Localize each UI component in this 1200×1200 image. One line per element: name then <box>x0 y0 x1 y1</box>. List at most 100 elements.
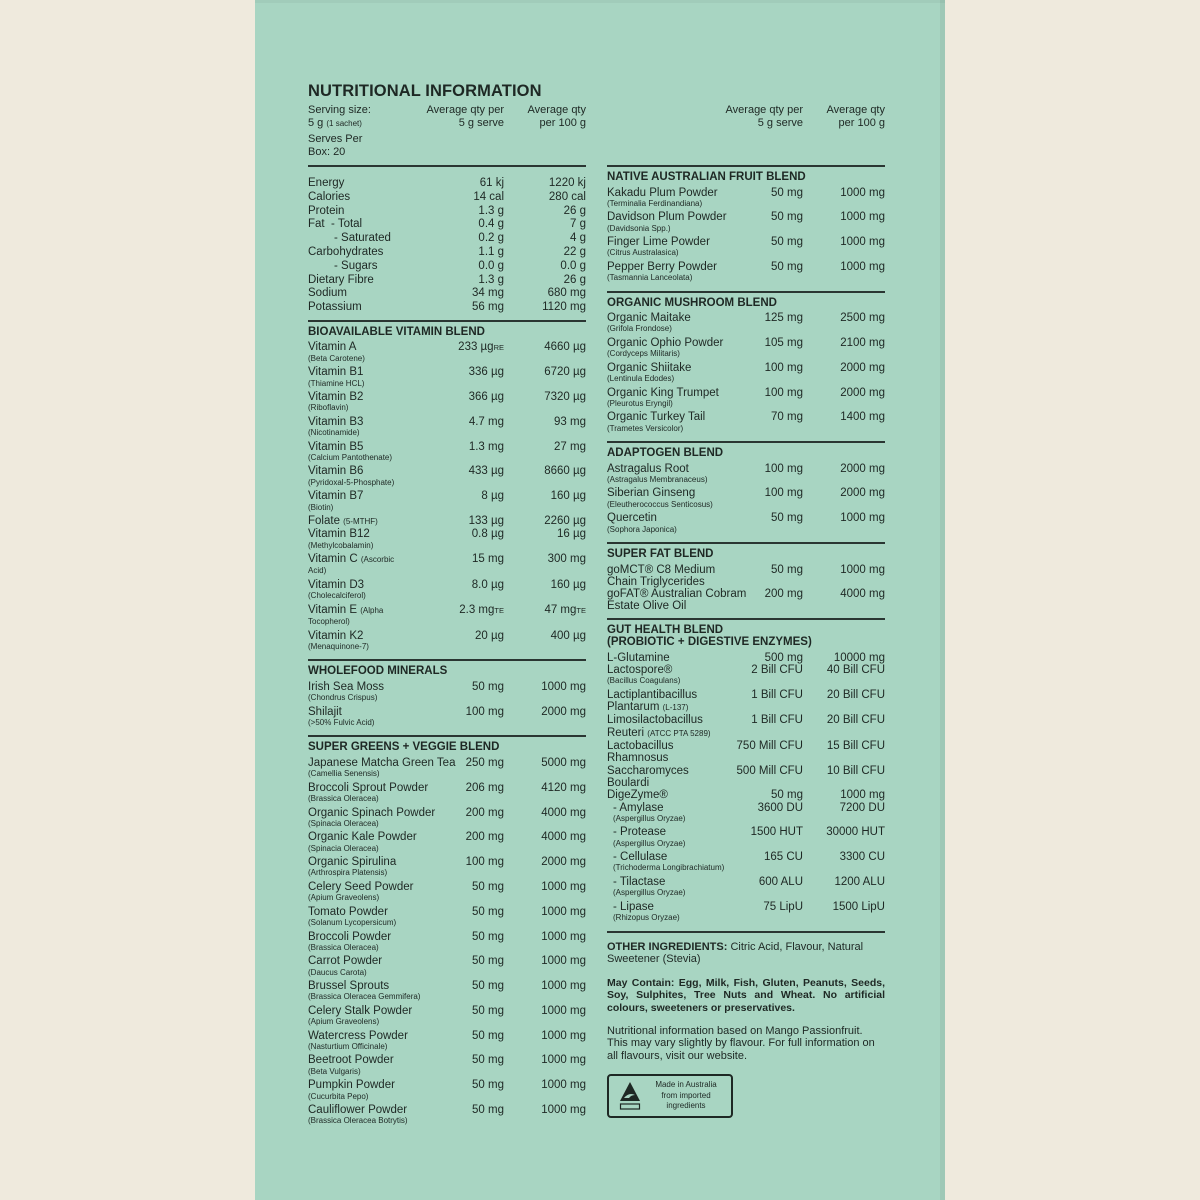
qty-q1: 433 µg <box>434 465 504 487</box>
qty-q1: 70 mg <box>733 411 803 433</box>
qty-q1: 233 µgRE <box>434 341 504 363</box>
qty-value: 160 µg <box>550 578 586 591</box>
qty-value: 50 mg <box>771 236 803 249</box>
section-organic-mushroom-blend: ORGANIC MUSHROOM BLEND Organic Maitake (Gr… <box>607 290 885 441</box>
qty-q1: 100 mg <box>434 706 504 728</box>
qty-value: 3300 CU <box>839 851 885 864</box>
qty-value: 1000 mg <box>541 980 586 993</box>
qty-value: 50 mg <box>771 186 803 199</box>
qty-q2: 2000 mg <box>803 487 885 509</box>
ingredient-name-cell: Lactospore® (Bacillus Coagulans) <box>607 664 733 686</box>
ingredient-row: Lactobacillus Rhamnosus 750 Mill CFU 15 Bi… <box>607 740 885 765</box>
ingredient-name: Vitamin B1 <box>308 366 364 379</box>
other-ingredients: OTHER INGREDIENTS: Citric Acid, Flavour,… <box>607 941 885 966</box>
ingredient-name: Protein <box>308 204 345 217</box>
ingredient-name: Organic Ophio Powder <box>607 336 724 349</box>
qty-q2: 1000 mg <box>504 1079 586 1101</box>
ingredient-name-cell: Organic Spinach Powder (Spinacia Oleracea… <box>308 807 435 829</box>
ingredient-name-cell: Organic Maitake (Grifola Frondose) <box>607 312 733 334</box>
qty-q1: 50 mg <box>434 931 504 953</box>
ingredient-name-cell: Carbohydrates <box>308 246 434 260</box>
ingredient-name-cell: Broccoli Sprout Powder (Brassica Oleracea… <box>308 782 434 804</box>
qty-value: 4000 mg <box>541 806 586 819</box>
ingredient-name: Organic Maitake <box>607 312 691 325</box>
qty-value: 26 g <box>563 273 586 286</box>
ingredient-name-cell: Vitamin A (Beta Carotene) <box>308 341 434 363</box>
ingredient-source: (L-137) <box>662 703 689 713</box>
qty-q1: 50 mg <box>434 681 504 703</box>
qty-q2: 8660 µg <box>504 465 586 487</box>
ingredient-row: DigeZyme® 50 mg 1000 mg <box>607 789 885 801</box>
ingredient-row: Folate (5-MTHF) 133 µg 2260 µg <box>308 515 586 528</box>
qty-value: 61 kj <box>479 177 504 189</box>
ingredient-row: Broccoli Sprout Powder (Brassica Oleracea… <box>308 782 586 804</box>
qty-q1: 1.3 mg <box>434 441 504 463</box>
ingredient-row: - Lipase (Rhizopus Oryzae) 75 LipU 1500 Lip… <box>607 901 885 923</box>
qty-value: 336 µg <box>468 366 504 379</box>
ingredient-source: (Spinacia Oleracea) <box>308 843 379 853</box>
other-ingredients-label: OTHER INGREDIENTS: <box>607 940 728 953</box>
qty-q2: 1000 mg <box>803 261 885 283</box>
ingredient-row: Shilajit (>50% Fulvic Acid) 100 mg 2000 mg <box>308 706 586 728</box>
qty-value: 50 mg <box>771 211 803 224</box>
qty-unit-suffix: RE <box>493 343 504 353</box>
qty-q2: 1200 ALU <box>803 876 885 898</box>
allergen-statement: May Contain: Egg, Milk, Fish, Gluten, Pe… <box>607 976 885 1014</box>
col-header-per-100g-left: Average qty per 100 g <box>527 104 586 129</box>
qty-q2: 1000 mg <box>504 681 586 703</box>
qty-q2: 1000 mg <box>504 1054 586 1076</box>
ingredient-row: Watercress Powder (Nasturtium Officinale)… <box>308 1030 586 1052</box>
ingredient-row: goMCT® C8 Medium Chain Triglycerides 50 m… <box>607 564 885 589</box>
ingredient-name-cell: Finger Lime Powder (Citrus Australasica) <box>607 236 733 258</box>
ingredient-row: Davidson Plum Powder (Davidsonia Spp.) 50 … <box>607 211 885 233</box>
ingredient-name: Lactobacillus Rhamnosus <box>607 740 674 765</box>
qty-q2: 2000 mg <box>803 463 885 485</box>
qty-value: 233 µg <box>458 341 494 354</box>
ingredient-name-cell: Organic Kale Powder (Spinacia Oleracea) <box>308 831 434 853</box>
qty-q2: 3300 CU <box>803 851 885 873</box>
ingredient-source: (Daucus Carota) <box>308 967 367 977</box>
ingredient-row: Kakadu Plum Powder (Terminalia Ferdinandi… <box>607 187 885 209</box>
qty-q1: 0.0 g <box>434 260 504 274</box>
ingredient-source: (Bacillus Coagulans) <box>607 676 681 686</box>
ingredient-row: Vitamin B7 (Biotin) 8 µg 160 µg <box>308 490 586 512</box>
ingredient-name: - Sugars <box>334 259 378 272</box>
qty-value: 1000 mg <box>840 260 885 273</box>
ingredient-source: (Chondrus Crispus) <box>308 693 378 703</box>
left-column: Energy 61 kj 1220 kj Calories 14 cal 280 cal P… <box>308 165 586 1134</box>
ingredient-source: (Cholecalciferol) <box>308 591 366 601</box>
qty-q1: 100 mg <box>733 463 803 485</box>
qty-q1: 8.0 µg <box>434 579 504 601</box>
qty-value: 1.3 g <box>478 204 504 217</box>
qty-value: 2260 µg <box>544 515 586 528</box>
ingredient-name-cell: Pepper Berry Powder (Tasmannia Lanceolata… <box>607 261 733 283</box>
qty-value: 20 Bill CFU <box>826 688 885 701</box>
ingredient-name-cell: - Tilactase (Aspergillus Oryzae) <box>607 876 733 898</box>
ingredient-row: Astragalus Root (Astragalus Membranaceus)… <box>607 463 885 485</box>
ingredient-row: Cauliflower Powder (Brassica Oleracea Bot… <box>308 1104 586 1126</box>
qty-q2: 1000 mg <box>504 955 586 977</box>
qty-q2: 26 g <box>504 205 586 219</box>
ingredient-source: (Lentinula Edodes) <box>607 374 675 384</box>
qty-value: 50 mg <box>472 680 504 693</box>
qty-q1: 600 ALU <box>733 876 803 898</box>
ingredient-name: Folate <box>308 515 340 528</box>
serves-per-box: Serves Per Box: 20 <box>308 133 363 158</box>
ingredient-name: Sodium <box>308 287 347 300</box>
ingredient-row: Vitamin B2 (Riboflavin) 366 µg 7320 µg <box>308 391 586 413</box>
qty-value: 7200 DU <box>839 801 885 814</box>
qty-q2: 20 Bill CFU <box>803 689 885 715</box>
qty-q1: 100 mg <box>733 387 803 409</box>
ingredient-row: Beetroot Powder (Beta Vulgaris) 50 mg 1000 … <box>308 1054 586 1076</box>
ingredient-name-cell: Vitamin B12 (Methylcobalamin) <box>308 528 434 550</box>
ingredient-name-cell: Limosilactobacillus Reuteri (ATCC PTA 52… <box>607 714 733 740</box>
qty-value: 50 mg <box>472 955 504 968</box>
qty-value: 0.2 g <box>478 232 504 245</box>
qty-q2: 4000 mg <box>504 807 586 829</box>
ingredient-name: Pepper Berry Powder <box>607 260 717 273</box>
ingredient-name-cell: Vitamin B7 (Biotin) <box>308 490 434 512</box>
ingredient-name: - Tilactase <box>613 875 666 888</box>
ingredient-name: Vitamin E <box>308 603 358 616</box>
other-ingredients-text: Citric Acid, Flavour, Natural Sweetener … <box>607 940 864 966</box>
section-heading: ADAPTOGEN BLEND <box>607 447 724 460</box>
